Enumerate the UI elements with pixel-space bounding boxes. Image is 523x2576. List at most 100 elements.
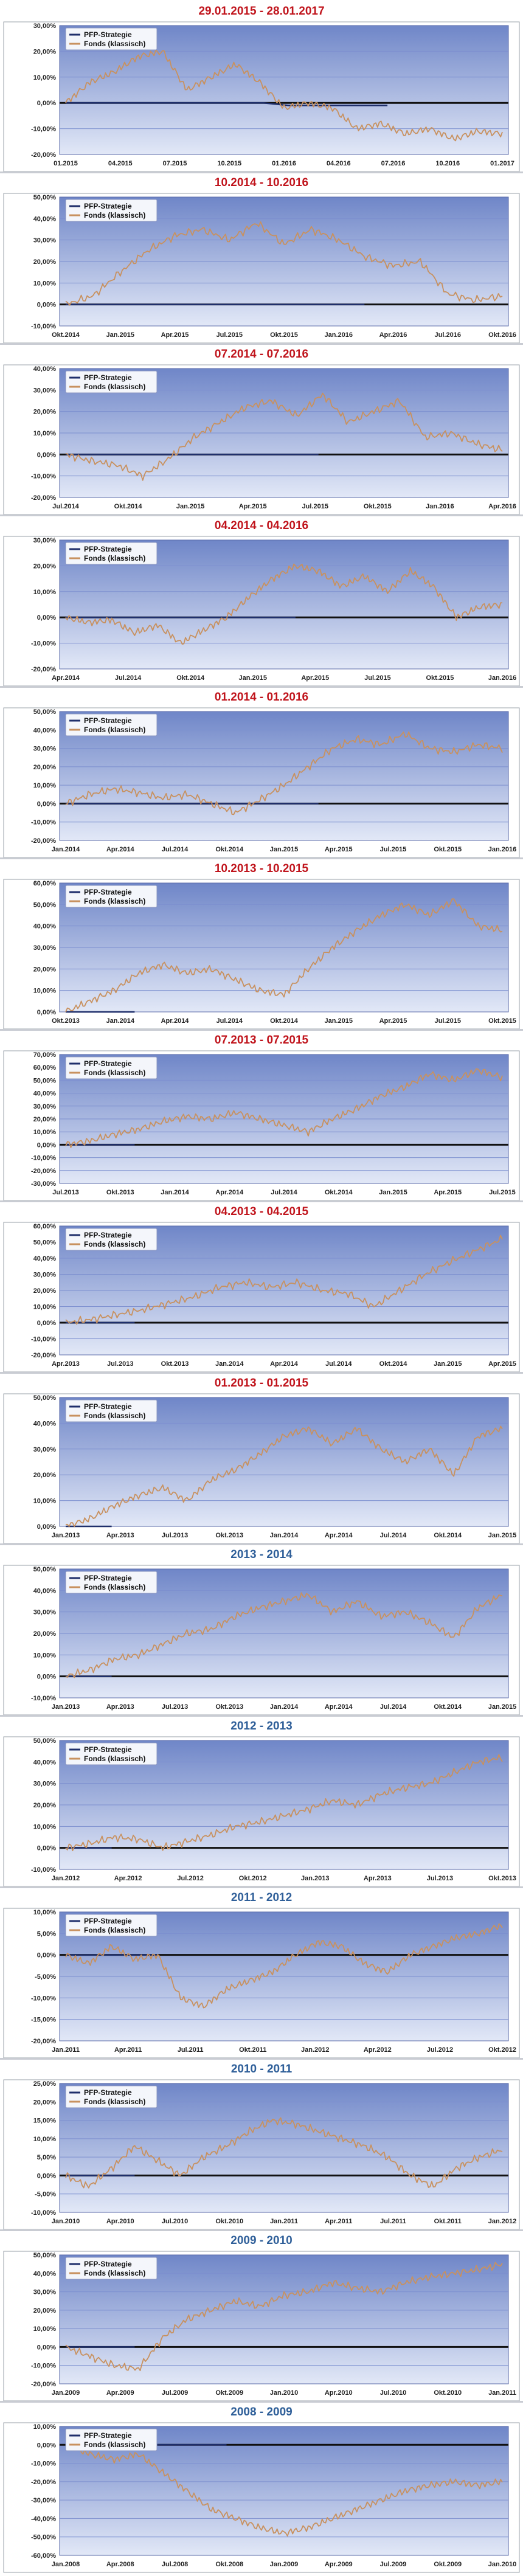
x-tick-label: Jul.2013 xyxy=(162,1703,188,1711)
legend-label-fund: Fonds (klassisch) xyxy=(84,2097,145,2106)
x-tick-label: Jan.2015 xyxy=(488,1532,516,1539)
y-tick-label: 40,00% xyxy=(33,1759,57,1766)
x-tick-label: Apr.2013 xyxy=(106,1532,134,1539)
x-tick-label: Jul.2010 xyxy=(162,2218,188,2225)
legend-box xyxy=(65,713,158,736)
y-tick-label: -10,00% xyxy=(31,323,56,330)
y-tick-label: 10,00% xyxy=(33,280,57,287)
y-tick-label: 50,00% xyxy=(33,1737,57,1745)
x-tick-label: Okt.2013 xyxy=(106,1189,134,1196)
y-tick-label: 40,00% xyxy=(33,1090,57,1098)
y-tick-label: 50,00% xyxy=(33,901,57,909)
legend-label-strategy: PFP-Strategie xyxy=(84,2260,132,2268)
x-tick-label: Jan.2012 xyxy=(488,2218,516,2225)
series-line-fund xyxy=(65,49,503,142)
x-tick-label: Okt.2016 xyxy=(488,331,516,339)
y-tick-label: 20,00% xyxy=(33,258,57,266)
plot-border xyxy=(59,1911,509,2041)
chart-panel: 07.2014 - 07.2016 -20,00% -10,00% 0,00% 10,0… xyxy=(0,343,523,518)
x-tick-label: Jan.2016 xyxy=(488,674,516,682)
y-tick-label: -20,00% xyxy=(31,2479,56,2486)
legend-box xyxy=(65,885,158,908)
x-tick-label: Apr.2014 xyxy=(325,1532,353,1539)
series-line-fund xyxy=(65,1234,503,1325)
x-tick-label: Jul.2013 xyxy=(427,1875,453,1882)
x-tick-label: Jan.2015 xyxy=(238,674,266,682)
x-tick-label: Apr.2009 xyxy=(325,2561,353,2568)
x-tick-label: Apr.2015 xyxy=(379,1017,407,1025)
y-tick-label: 20,00% xyxy=(33,764,57,771)
chart-panel: 2009 - 2010 -20,00% -10,00% 0,00% 10,00% 20,0… xyxy=(0,2229,523,2405)
x-tick-label: Jan.2014 xyxy=(215,1360,244,1368)
chart-svg: -20,00% -10,00% 0,00% 10,00% 20,00% 30,00% 40,… xyxy=(3,1222,520,1373)
chart-title: 2011 - 2012 xyxy=(230,1891,293,1904)
chart-title: 2012 - 2013 xyxy=(230,1720,293,1733)
legend-label-strategy: PFP-Strategie xyxy=(84,373,132,382)
chart-panel: 2012 - 2013 -10,00% 0,00% 10,00% 20,00% 30,00… xyxy=(0,1715,523,1890)
y-tick-label: -5,00% xyxy=(35,2191,56,2198)
chart-svg: -10,00% 0,00% 10,00% 20,00% 30,00% 40,00% 50,0… xyxy=(3,193,520,344)
x-tick-label: Jan.2014 xyxy=(270,1703,299,1711)
x-tick-label: Jul.2013 xyxy=(52,1189,78,1196)
y-tick-label: 0,00% xyxy=(37,800,56,808)
panel-divider xyxy=(0,1543,523,1545)
y-tick-label: -20,00% xyxy=(31,494,56,502)
x-tick-label: Okt.2013 xyxy=(215,1532,243,1539)
y-tick-label: -20,00% xyxy=(31,2381,56,2388)
y-tick-label: -10,00% xyxy=(31,2209,56,2217)
y-tick-label: 10,00% xyxy=(33,1304,57,1311)
legend-label-strategy: PFP-Strategie xyxy=(84,1745,132,1754)
y-tick-label: 20,00% xyxy=(33,2099,57,2106)
y-tick-label: 30,00% xyxy=(33,944,57,952)
legend-label-fund: Fonds (klassisch) xyxy=(84,1583,145,1591)
x-tick-label: Apr.2015 xyxy=(239,503,267,510)
y-tick-label: -10,00% xyxy=(31,2363,56,2370)
y-tick-label: 10,00% xyxy=(33,2136,57,2143)
y-tick-label: -10,00% xyxy=(31,2460,56,2468)
x-tick-label: Jan.2013 xyxy=(52,1703,80,1711)
x-tick-label: Jul.2008 xyxy=(162,2561,188,2568)
y-tick-label: -10,00% xyxy=(31,1336,56,1343)
series-line-fund xyxy=(65,731,503,815)
chart-title: 2010 - 2011 xyxy=(230,2063,293,2076)
x-tick-label: Jan.2008 xyxy=(52,2561,80,2568)
x-tick-label: Jul.2014 xyxy=(271,1189,297,1196)
series-line-fund xyxy=(65,2442,503,2537)
x-tick-label: Okt.2015 xyxy=(434,846,462,853)
y-tick-label: 50,00% xyxy=(33,1566,57,1573)
legend-box xyxy=(65,1399,158,1422)
chart-title: 2009 - 2010 xyxy=(230,2234,293,2247)
x-tick-label: Jul.2015 xyxy=(489,1189,515,1196)
legend-box xyxy=(65,2085,158,2108)
y-tick-label: -50,00% xyxy=(31,2534,56,2541)
y-tick-label: 15,00% xyxy=(33,2117,57,2125)
legend-label-strategy: PFP-Strategie xyxy=(84,1917,132,1925)
y-tick-label: 10,00% xyxy=(33,988,57,995)
y-tick-label: 0,00% xyxy=(37,2344,56,2351)
legend-box xyxy=(65,2257,158,2280)
x-tick-label: Jan.2010 xyxy=(270,2389,298,2397)
x-tick-label: Okt.2013 xyxy=(488,1875,516,1882)
y-tick-label: 60,00% xyxy=(33,880,57,887)
y-tick-label: 0,00% xyxy=(37,1674,56,1681)
y-tick-label: -60,00% xyxy=(31,2552,56,2560)
chart-title: 10.2013 - 10.2015 xyxy=(214,862,309,875)
plot-border xyxy=(59,1740,509,1870)
y-tick-label: 0,00% xyxy=(37,100,56,107)
legend-box xyxy=(65,2428,158,2451)
x-tick-label: Apr.2014 xyxy=(325,1703,353,1711)
legend-label-fund: Fonds (klassisch) xyxy=(84,1754,145,1763)
y-tick-label: 0,00% xyxy=(37,451,56,459)
x-tick-label: Jul.2009 xyxy=(380,2561,406,2568)
y-tick-label: 40,00% xyxy=(33,1420,57,1427)
panel-divider xyxy=(0,2058,523,2060)
y-tick-label: 20,00% xyxy=(33,409,57,416)
x-tick-label: Apr.2012 xyxy=(114,1875,142,1882)
x-tick-label: Jan.2015 xyxy=(325,1017,353,1025)
x-tick-label: Jul.2010 xyxy=(380,2389,406,2397)
